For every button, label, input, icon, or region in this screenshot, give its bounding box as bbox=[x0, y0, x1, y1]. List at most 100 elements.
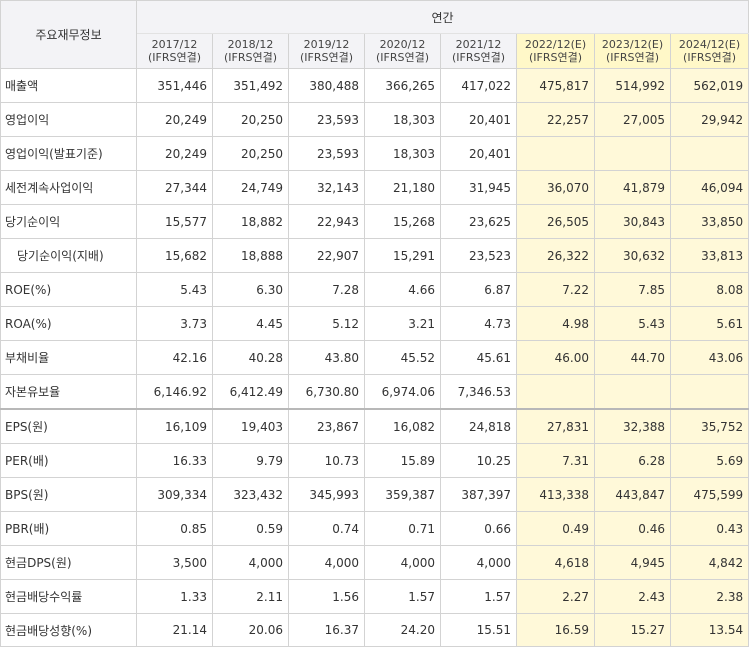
table-row: 부채비율 42.16 40.28 43.80 45.52 45.61 46.00 44.70 4… bbox=[0, 340, 750, 375]
value-cell: 32,143 bbox=[288, 170, 365, 205]
period-header: 2017/12 (IFRS연결) bbox=[136, 33, 213, 69]
value-cell: 22,907 bbox=[288, 238, 365, 273]
row-label: 자본유보율 bbox=[0, 374, 137, 410]
value-cell: 345,993 bbox=[288, 477, 365, 512]
value-cell: 33,813 bbox=[669, 238, 750, 273]
value-cell: 45.61 bbox=[440, 340, 517, 375]
value-cell: 351,492 bbox=[212, 68, 289, 103]
value-cell: 0.66 bbox=[440, 511, 517, 546]
value-cell: 16.37 bbox=[288, 613, 365, 647]
value-cell: 9.79 bbox=[212, 443, 289, 478]
value-cell: 7,346.53 bbox=[440, 374, 517, 410]
value-cell: 2.11 bbox=[212, 579, 289, 614]
value-cell: 22,943 bbox=[288, 204, 365, 239]
value-cell: 35,752 bbox=[669, 408, 750, 444]
table-row: 현금배당수익률 1.33 2.11 1.56 1.57 1.57 2.27 2.43 2.38 bbox=[0, 579, 750, 614]
value-cell bbox=[516, 374, 595, 410]
row-label: 당기순이익 bbox=[0, 204, 137, 239]
row-label: ROA(%) bbox=[0, 306, 137, 341]
row-label: PER(배) bbox=[0, 443, 137, 478]
value-cell: 417,022 bbox=[440, 68, 517, 103]
row-label: 세전계속사업이익 bbox=[0, 170, 137, 205]
value-cell: 42.16 bbox=[136, 340, 213, 375]
value-cell: 323,432 bbox=[212, 477, 289, 512]
value-cell: 15.89 bbox=[364, 443, 441, 478]
value-cell: 24,818 bbox=[440, 408, 517, 444]
table-row: 영업이익(발표기준) 20,249 20,250 23,593 18,303 20,401 bbox=[0, 136, 750, 171]
value-cell: 32,388 bbox=[594, 408, 671, 444]
value-cell: 359,387 bbox=[364, 477, 441, 512]
value-cell: 43.06 bbox=[669, 340, 750, 375]
corner-header: 주요재무정보 bbox=[0, 0, 137, 69]
period-date: 2024/12(E) bbox=[678, 38, 741, 51]
table-row: ROE(%) 5.43 6.30 7.28 4.66 6.87 7.22 7.85 8.08 bbox=[0, 272, 750, 307]
row-label: 현금DPS(원) bbox=[0, 545, 137, 580]
value-cell: 22,257 bbox=[516, 102, 595, 137]
value-cell: 20,250 bbox=[212, 102, 289, 137]
row-label: 당기순이익(지배) bbox=[0, 238, 137, 273]
value-cell: 7.28 bbox=[288, 272, 365, 307]
value-cell: 33,850 bbox=[669, 204, 750, 239]
value-cell: 24,749 bbox=[212, 170, 289, 205]
value-cell: 46.00 bbox=[516, 340, 595, 375]
value-cell: 43.80 bbox=[288, 340, 365, 375]
value-cell: 29,942 bbox=[669, 102, 750, 137]
value-cell: 20,250 bbox=[212, 136, 289, 171]
table-row: ROA(%) 3.73 4.45 5.12 3.21 4.73 4.98 5.43 5.61 bbox=[0, 306, 750, 341]
period-date: 2020/12 bbox=[379, 38, 426, 51]
value-cell: 6.87 bbox=[440, 272, 517, 307]
value-cell: 20,401 bbox=[440, 102, 517, 137]
value-cell: 21.14 bbox=[136, 613, 213, 647]
value-cell: 2.27 bbox=[516, 579, 595, 614]
value-cell: 3.73 bbox=[136, 306, 213, 341]
value-cell: 0.71 bbox=[364, 511, 441, 546]
value-cell bbox=[594, 136, 671, 171]
value-cell: 6,412.49 bbox=[212, 374, 289, 410]
table-row: EPS(원) 16,109 19,403 23,867 16,082 24,818 27,8… bbox=[0, 408, 750, 444]
value-cell: 1.57 bbox=[440, 579, 517, 614]
value-cell: 15,577 bbox=[136, 204, 213, 239]
table-body: 매출액 351,446 351,492 380,488 366,265 417,022 47… bbox=[0, 68, 750, 647]
value-cell: 31,945 bbox=[440, 170, 517, 205]
row-label: 부채비율 bbox=[0, 340, 137, 375]
period-header: 2020/12 (IFRS연결) bbox=[364, 33, 441, 69]
value-cell: 0.59 bbox=[212, 511, 289, 546]
value-cell: 23,593 bbox=[288, 102, 365, 137]
period-header: 2021/12 (IFRS연결) bbox=[440, 33, 517, 69]
table-row: 당기순이익(지배) 15,682 18,888 22,907 15,291 23,523 2… bbox=[0, 238, 750, 273]
value-cell: 0.85 bbox=[136, 511, 213, 546]
value-cell: 0.46 bbox=[594, 511, 671, 546]
value-cell: 351,446 bbox=[136, 68, 213, 103]
value-cell: 16.59 bbox=[516, 613, 595, 647]
value-cell: 23,867 bbox=[288, 408, 365, 444]
period-basis: (IFRS연결) bbox=[528, 51, 583, 64]
value-cell: 387,397 bbox=[440, 477, 517, 512]
value-cell: 4,000 bbox=[288, 545, 365, 580]
period-date: 2019/12 bbox=[303, 38, 350, 51]
period-basis: (IFRS연결) bbox=[451, 51, 506, 64]
row-label: BPS(원) bbox=[0, 477, 137, 512]
value-cell: 4,000 bbox=[364, 545, 441, 580]
value-cell: 23,593 bbox=[288, 136, 365, 171]
value-cell: 5.43 bbox=[594, 306, 671, 341]
value-cell: 27,005 bbox=[594, 102, 671, 137]
value-cell: 36,070 bbox=[516, 170, 595, 205]
row-label: EPS(원) bbox=[0, 408, 137, 444]
period-header: 2024/12(E) (IFRS연결) bbox=[669, 33, 750, 69]
value-cell: 8.08 bbox=[669, 272, 750, 307]
table-row: 세전계속사업이익 27,344 24,749 32,143 21,180 31,945 36… bbox=[0, 170, 750, 205]
value-cell bbox=[669, 136, 750, 171]
value-cell: 0.74 bbox=[288, 511, 365, 546]
value-cell: 5.43 bbox=[136, 272, 213, 307]
value-cell: 20.06 bbox=[212, 613, 289, 647]
value-cell: 18,882 bbox=[212, 204, 289, 239]
value-cell: 1.57 bbox=[364, 579, 441, 614]
table-row: PER(배) 16.33 9.79 10.73 15.89 10.25 7.31 6.28 5.… bbox=[0, 443, 750, 478]
value-cell: 40.28 bbox=[212, 340, 289, 375]
value-cell: 2.38 bbox=[669, 579, 750, 614]
value-cell: 7.85 bbox=[594, 272, 671, 307]
row-label: 영업이익(발표기준) bbox=[0, 136, 137, 171]
table-row: 자본유보율 6,146.92 6,412.49 6,730.80 6,974.06 7,3… bbox=[0, 374, 750, 410]
value-cell bbox=[594, 374, 671, 410]
value-cell: 514,992 bbox=[594, 68, 671, 103]
